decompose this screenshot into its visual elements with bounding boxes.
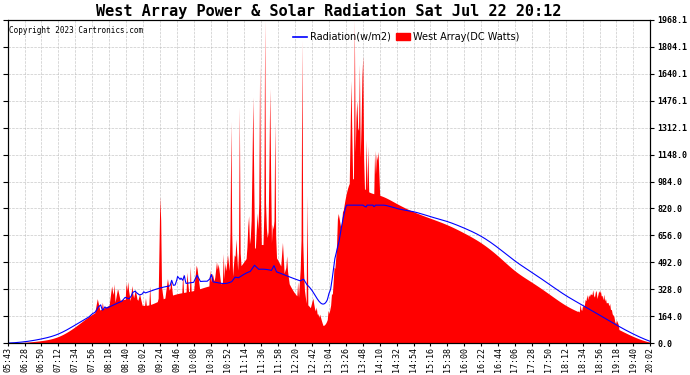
- Legend: Radiation(w/m2), West Array(DC Watts): Radiation(w/m2), West Array(DC Watts): [288, 28, 524, 46]
- Title: West Array Power & Solar Radiation Sat Jul 22 20:12: West Array Power & Solar Radiation Sat J…: [97, 3, 562, 19]
- Text: Copyright 2023 Cartronics.com: Copyright 2023 Cartronics.com: [9, 26, 143, 35]
